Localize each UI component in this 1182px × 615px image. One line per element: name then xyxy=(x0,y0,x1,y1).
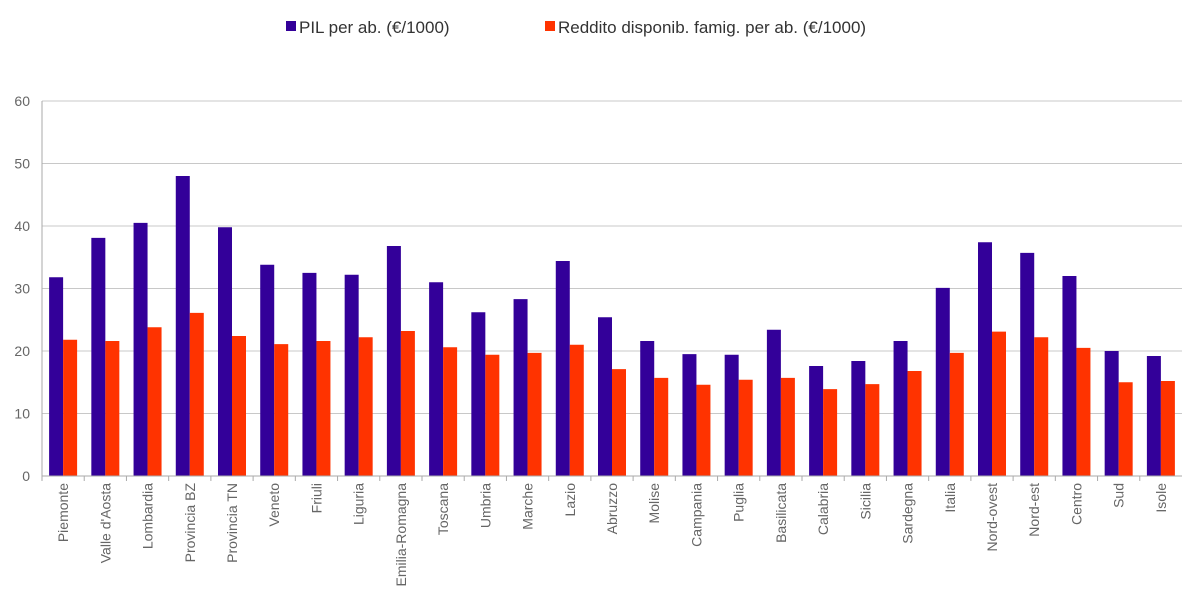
bar xyxy=(1062,276,1077,476)
x-tick-label: Emilia-Romagna xyxy=(393,483,409,587)
bar xyxy=(513,299,528,476)
x-tick-label: Lazio xyxy=(562,483,578,517)
bar xyxy=(766,329,781,476)
x-tick-label: Marche xyxy=(520,483,536,530)
y-tick-label: 10 xyxy=(14,406,30,422)
x-tick-label: Friuli xyxy=(308,483,324,513)
bar xyxy=(527,352,542,476)
x-tick-label: Nord-est xyxy=(1026,483,1042,537)
x-tick-label: Campania xyxy=(688,483,704,547)
bar xyxy=(935,287,950,476)
bar xyxy=(471,312,486,476)
bar xyxy=(429,282,444,476)
bar xyxy=(218,227,232,476)
bar xyxy=(1020,252,1035,476)
y-tick-label: 20 xyxy=(14,343,30,359)
x-tick-label: Sud xyxy=(1111,483,1127,508)
bar xyxy=(612,369,626,476)
x-tick-label: Puglia xyxy=(731,483,747,522)
bar xyxy=(978,242,992,476)
legend-label: PIL per ab. (€/1000) xyxy=(299,18,450,37)
bar xyxy=(738,379,753,476)
x-tick-label: Umbria xyxy=(477,483,493,528)
x-tick-label: Basilicata xyxy=(773,483,789,543)
y-tick-label: 50 xyxy=(14,156,30,172)
bar xyxy=(133,222,148,476)
y-tick-label: 0 xyxy=(22,468,30,484)
y-tick-label: 60 xyxy=(14,93,30,109)
x-tick-label: Calabria xyxy=(815,483,831,535)
bar xyxy=(555,261,570,476)
x-tick-label: Sicilia xyxy=(857,483,873,520)
bar xyxy=(654,377,669,476)
bar xyxy=(696,384,711,476)
legend-label: Reddito disponib. famig. per ab. (€/1000… xyxy=(558,18,866,37)
x-tick-label: Toscana xyxy=(435,483,451,535)
x-tick-label: Veneto xyxy=(266,483,282,527)
bar xyxy=(1076,347,1091,476)
bar xyxy=(175,176,190,476)
bar xyxy=(851,361,866,476)
x-tick-label: Valle d'Aosta xyxy=(97,483,113,563)
x-tick-label: Piemonte xyxy=(55,483,71,542)
x-tick-label: Molise xyxy=(646,483,662,524)
x-tick-label: Sardegna xyxy=(900,483,916,544)
bar xyxy=(823,389,838,476)
bar xyxy=(865,384,880,476)
x-tick-label: Abruzzo xyxy=(604,483,620,535)
bar xyxy=(1118,382,1133,476)
bar xyxy=(598,317,612,476)
bar xyxy=(724,354,739,476)
bar xyxy=(1034,337,1049,476)
bar xyxy=(344,274,359,476)
x-tick-label: Provincia TN xyxy=(224,483,240,563)
bar xyxy=(386,246,401,476)
bar xyxy=(49,277,64,476)
bar xyxy=(232,336,246,476)
x-tick-label: Italia xyxy=(942,483,958,513)
bar xyxy=(302,272,317,476)
x-tick-label: Lombardia xyxy=(140,483,156,549)
bar xyxy=(569,344,584,476)
bar xyxy=(1104,351,1119,476)
x-tick-label: Centro xyxy=(1068,483,1084,525)
bar xyxy=(907,371,922,476)
bar xyxy=(992,331,1006,476)
x-tick-label: Provincia BZ xyxy=(182,483,198,563)
bar xyxy=(682,354,697,476)
bar xyxy=(316,341,331,476)
bar xyxy=(260,264,275,476)
bar xyxy=(1146,356,1161,476)
bar xyxy=(189,312,204,476)
bar xyxy=(485,354,500,476)
y-tick-label: 40 xyxy=(14,218,30,234)
bar xyxy=(780,377,795,476)
bar xyxy=(893,341,908,476)
bar xyxy=(91,237,106,476)
x-tick-label: Nord-ovest xyxy=(984,483,1000,552)
bar xyxy=(147,327,162,476)
bar xyxy=(358,337,373,476)
bar xyxy=(105,341,120,476)
legend-swatch xyxy=(545,21,555,31)
x-tick-label: Isole xyxy=(1153,483,1169,513)
y-tick-label: 30 xyxy=(14,281,30,297)
bar xyxy=(274,344,289,476)
bar xyxy=(1160,381,1175,476)
bar xyxy=(949,352,964,476)
legend-swatch xyxy=(286,21,296,31)
bar xyxy=(443,347,458,476)
bar xyxy=(640,341,655,476)
bar xyxy=(400,331,415,476)
bar xyxy=(809,366,824,476)
x-tick-label: Liguria xyxy=(351,483,367,525)
bar xyxy=(63,339,78,476)
